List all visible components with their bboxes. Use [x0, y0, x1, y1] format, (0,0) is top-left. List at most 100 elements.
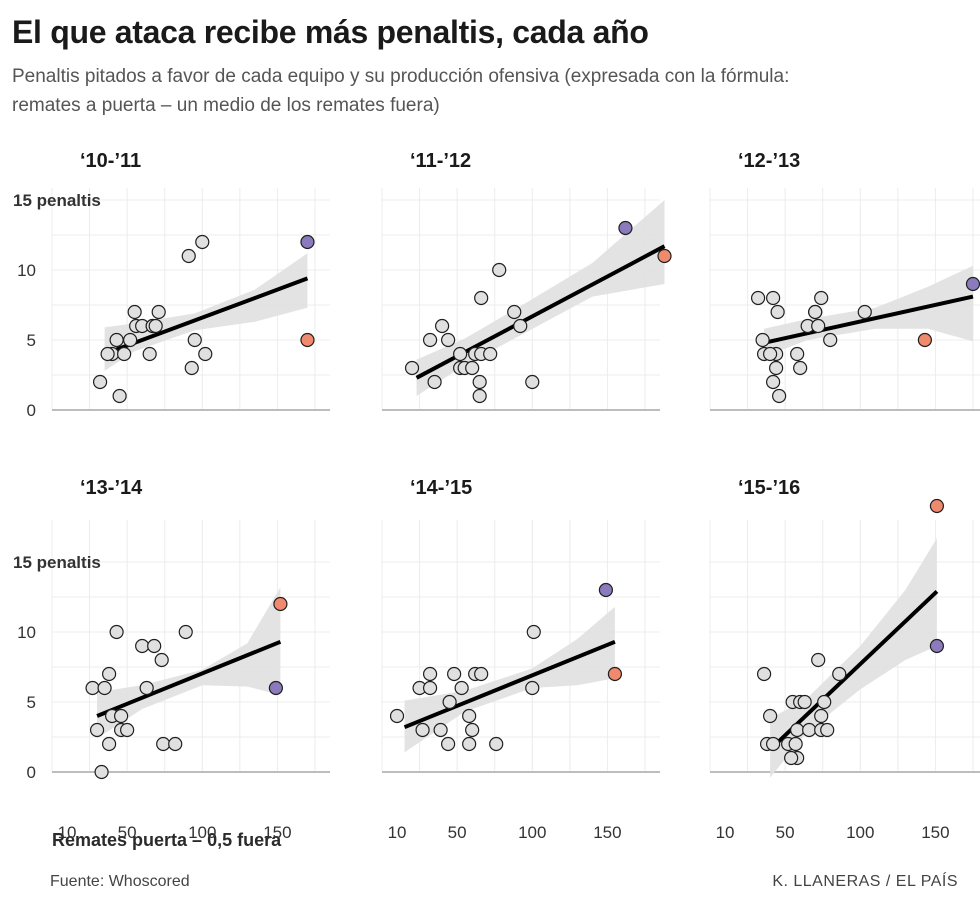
panel-title: ‘14-’15 — [410, 477, 472, 499]
highlight-point-purple — [300, 234, 315, 250]
data-point — [857, 304, 872, 320]
panel-title: ‘10-’11 — [80, 150, 141, 172]
data-point — [187, 332, 202, 348]
highlight-point-purple — [618, 220, 633, 236]
chart-title: El que ataca recibe más penaltis, cada a… — [12, 14, 649, 50]
data-point — [802, 722, 817, 738]
panel-5: ‘14-’15 10 50 100 150 — [381, 477, 660, 842]
data-point — [832, 666, 847, 682]
data-point — [763, 346, 778, 362]
data-point — [772, 388, 787, 404]
highlight-point-orange — [657, 248, 672, 264]
data-point — [447, 666, 462, 682]
highlight-point-orange — [917, 332, 932, 348]
data-point — [811, 652, 826, 668]
data-point — [142, 346, 157, 362]
trend-line — [403, 639, 616, 730]
data-point — [472, 374, 487, 390]
x-tick-label: 100 — [846, 823, 874, 842]
data-point — [117, 346, 132, 362]
highlight-point-orange — [273, 596, 288, 612]
x-tick-label: 100 — [518, 823, 546, 842]
x-tick-label: 50 — [118, 823, 137, 842]
data-point — [120, 722, 135, 738]
data-point — [389, 708, 405, 724]
data-point — [97, 680, 112, 696]
credit-note: K. LLANERAS / EL PAÍS — [772, 873, 958, 890]
data-point — [441, 736, 456, 752]
data-point — [465, 360, 480, 376]
data-point — [102, 666, 117, 682]
data-point — [100, 346, 115, 362]
data-point — [462, 736, 477, 752]
data-point — [453, 346, 468, 362]
y-top-label: 15 penaltis — [13, 553, 101, 572]
data-point — [513, 318, 528, 334]
data-point — [435, 318, 450, 334]
x-tick-label: 10 — [58, 823, 77, 842]
confidence-band — [770, 538, 937, 778]
data-point — [422, 680, 438, 696]
x-tick-label: 50 — [776, 823, 795, 842]
data-point — [823, 332, 838, 348]
data-point — [507, 304, 522, 320]
panel-2: ‘11-’12 — [381, 150, 672, 411]
x-tick-label: 100 — [188, 823, 216, 842]
highlight-point-purple — [598, 582, 614, 598]
panel-4: ‘13-’14 0 5 10 15 penaltis 10 50 100 150 — [13, 477, 330, 842]
data-point — [525, 680, 540, 696]
y-tick-label: 10 — [17, 623, 36, 642]
data-point — [750, 290, 766, 306]
data-point — [178, 624, 193, 640]
data-point — [492, 262, 507, 278]
x-tick-label: 150 — [593, 823, 621, 842]
data-point — [92, 374, 108, 390]
highlight-point-purple — [929, 638, 945, 654]
highlight-point-orange — [929, 498, 945, 514]
y-top-label: 15 penaltis — [13, 191, 101, 210]
data-point — [89, 722, 105, 738]
data-point — [763, 708, 778, 724]
trend-line — [96, 639, 282, 718]
data-point — [195, 234, 210, 250]
data-point — [483, 346, 498, 362]
highlight-point-orange — [300, 332, 315, 348]
data-point — [422, 666, 438, 682]
data-point — [808, 304, 823, 320]
data-point — [788, 736, 803, 752]
data-point — [114, 708, 129, 724]
data-point — [198, 346, 213, 362]
data-point — [489, 736, 504, 752]
data-point — [139, 680, 154, 696]
data-point — [154, 652, 169, 668]
data-point — [814, 290, 829, 306]
data-point — [525, 374, 540, 390]
data-point — [756, 666, 772, 682]
data-point — [793, 360, 808, 376]
x-tick-label: 150 — [263, 823, 291, 842]
panel-1: ‘10-’11 0 5 10 15 penaltis — [13, 150, 330, 420]
data-point — [127, 304, 142, 320]
source-note: Fuente: Whoscored — [50, 873, 190, 890]
data-point — [770, 304, 785, 320]
data-point — [184, 360, 199, 376]
data-point — [441, 332, 456, 348]
data-point — [422, 332, 438, 348]
data-point — [462, 708, 477, 724]
data-point — [102, 736, 117, 752]
data-point — [112, 388, 127, 404]
trend-line — [415, 244, 666, 380]
panel-title: ‘11-’12 — [410, 150, 471, 172]
data-point — [135, 638, 150, 654]
data-point — [427, 374, 442, 390]
data-point — [820, 722, 835, 738]
data-point — [472, 388, 487, 404]
confidence-band — [97, 587, 281, 739]
data-point — [474, 666, 489, 682]
data-point — [454, 680, 469, 696]
data-point — [123, 332, 138, 348]
data-point — [148, 318, 163, 334]
data-point — [168, 736, 183, 752]
highlight-point-purple — [965, 276, 980, 292]
